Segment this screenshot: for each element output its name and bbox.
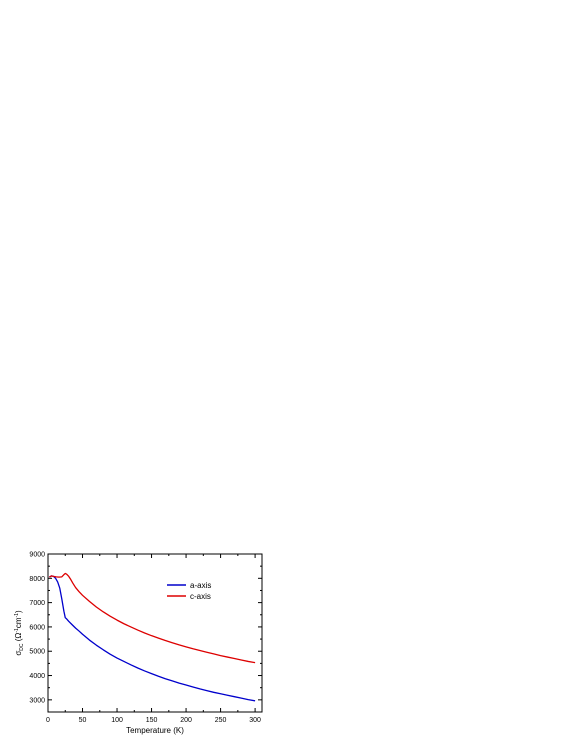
y-tick-label: 3000: [29, 697, 45, 704]
x-tick-label: 250: [215, 717, 227, 724]
x-axis-label: Temperature (K): [126, 726, 184, 735]
series-line-c-axis: [49, 572, 256, 664]
x-tick-label: 150: [146, 717, 158, 724]
y-axis-ticks: 3000 4000 5000 6000 7000 8000 9000: [29, 552, 262, 713]
legend-label-a-axis: a-axis: [190, 581, 211, 590]
x-axis-ticks: 0 50 100 150 200 250 300: [46, 554, 261, 724]
y-tick-label: 9000: [29, 552, 45, 559]
x-tick-label: 300: [249, 717, 261, 724]
y-tick-label: 5000: [29, 649, 45, 656]
x-tick-label: 200: [180, 717, 192, 724]
legend: a-axis c-axis: [167, 581, 211, 601]
legend-label-c-axis: c-axis: [190, 592, 211, 601]
x-tick-label: 100: [111, 717, 123, 724]
plot-frame: [47, 553, 263, 713]
y-axis-label: σDC (Ω-1cm-1): [14, 610, 25, 656]
y-tick-label: 8000: [29, 576, 45, 583]
series-layer: [49, 572, 256, 702]
x-tick-label: 50: [79, 717, 87, 724]
x-tick-label: 0: [46, 717, 50, 724]
y-tick-label: 7000: [29, 600, 45, 607]
series-line-a-axis: [49, 575, 256, 702]
y-tick-label: 6000: [29, 624, 45, 631]
y-tick-label: 4000: [29, 673, 45, 680]
